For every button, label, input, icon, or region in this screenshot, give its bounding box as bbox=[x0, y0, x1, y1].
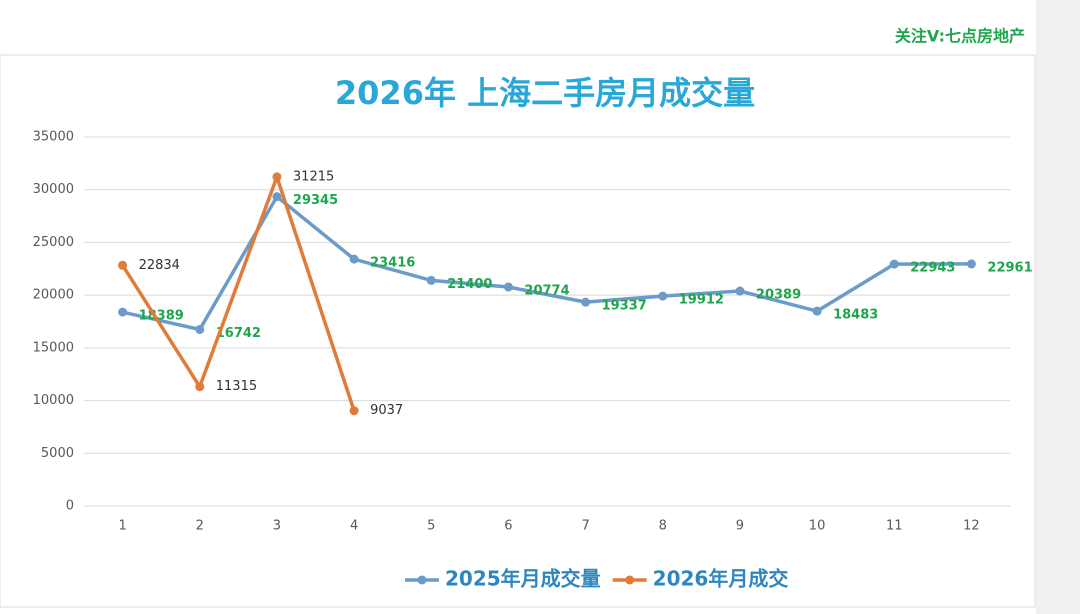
y-tick-label: 25000 bbox=[33, 235, 74, 250]
data-label: 19912 bbox=[679, 293, 724, 308]
data-label: 11315 bbox=[216, 379, 257, 394]
data-label: 31215 bbox=[293, 169, 334, 184]
y-tick-label: 15000 bbox=[33, 340, 74, 355]
data-label: 22961 bbox=[987, 260, 1032, 275]
data-point bbox=[195, 382, 205, 392]
data-label: 16742 bbox=[216, 326, 261, 341]
x-tick-label: 12 bbox=[963, 519, 980, 534]
data-label: 23416 bbox=[370, 256, 415, 271]
data-label: 22834 bbox=[139, 258, 180, 273]
data-point bbox=[503, 282, 513, 292]
y-tick-label: 10000 bbox=[33, 393, 74, 408]
data-point bbox=[349, 254, 359, 264]
side-strip bbox=[1036, 0, 1080, 614]
x-tick-label: 1 bbox=[118, 519, 126, 534]
legend-marker bbox=[417, 575, 427, 585]
data-label: 20774 bbox=[524, 283, 569, 298]
y-tick-label: 0 bbox=[66, 499, 74, 514]
data-label: 22943 bbox=[910, 261, 955, 276]
data-point bbox=[195, 324, 205, 334]
data-point bbox=[272, 172, 282, 182]
data-label: 18483 bbox=[833, 308, 878, 323]
data-point bbox=[581, 297, 591, 307]
data-point bbox=[889, 259, 899, 269]
x-tick-label: 6 bbox=[504, 519, 512, 534]
chart-frame bbox=[0, 54, 1036, 608]
x-tick-label: 2 bbox=[196, 519, 204, 534]
legend-label: 2026年月成交 bbox=[653, 567, 789, 591]
chart-title: 2026年 上海二手房月成交量 bbox=[335, 74, 755, 112]
x-tick-label: 7 bbox=[581, 519, 589, 534]
data-label: 29345 bbox=[293, 193, 338, 208]
x-tick-label: 10 bbox=[809, 519, 826, 534]
x-tick-label: 9 bbox=[736, 519, 744, 534]
x-tick-label: 3 bbox=[273, 519, 281, 534]
x-tick-label: 8 bbox=[659, 519, 667, 534]
data-label: 21400 bbox=[447, 277, 492, 292]
data-point bbox=[118, 307, 128, 317]
watermark: 关注V:七点房地产 bbox=[895, 27, 1025, 46]
legend-marker bbox=[625, 575, 635, 585]
y-tick-label: 35000 bbox=[33, 130, 74, 145]
y-tick-label: 5000 bbox=[41, 446, 74, 461]
y-tick-label: 20000 bbox=[33, 288, 74, 303]
x-tick-label: 4 bbox=[350, 519, 358, 534]
data-point bbox=[272, 192, 282, 202]
data-point bbox=[426, 275, 436, 285]
series-line bbox=[122, 193, 972, 332]
data-point bbox=[118, 260, 128, 270]
data-point bbox=[658, 291, 668, 301]
legend-label: 2025年月成交量 bbox=[445, 567, 601, 591]
data-label: 19337 bbox=[602, 299, 647, 314]
y-tick-label: 30000 bbox=[33, 182, 74, 197]
x-tick-label: 5 bbox=[427, 519, 435, 534]
x-tick-label: 11 bbox=[886, 519, 903, 534]
data-point bbox=[349, 406, 359, 416]
data-label: 18389 bbox=[139, 309, 184, 324]
data-point bbox=[735, 286, 745, 296]
data-label: 9037 bbox=[370, 403, 403, 418]
series-line bbox=[121, 171, 356, 412]
data-point bbox=[812, 306, 822, 316]
data-point bbox=[966, 259, 976, 269]
data-label: 20389 bbox=[756, 288, 801, 303]
